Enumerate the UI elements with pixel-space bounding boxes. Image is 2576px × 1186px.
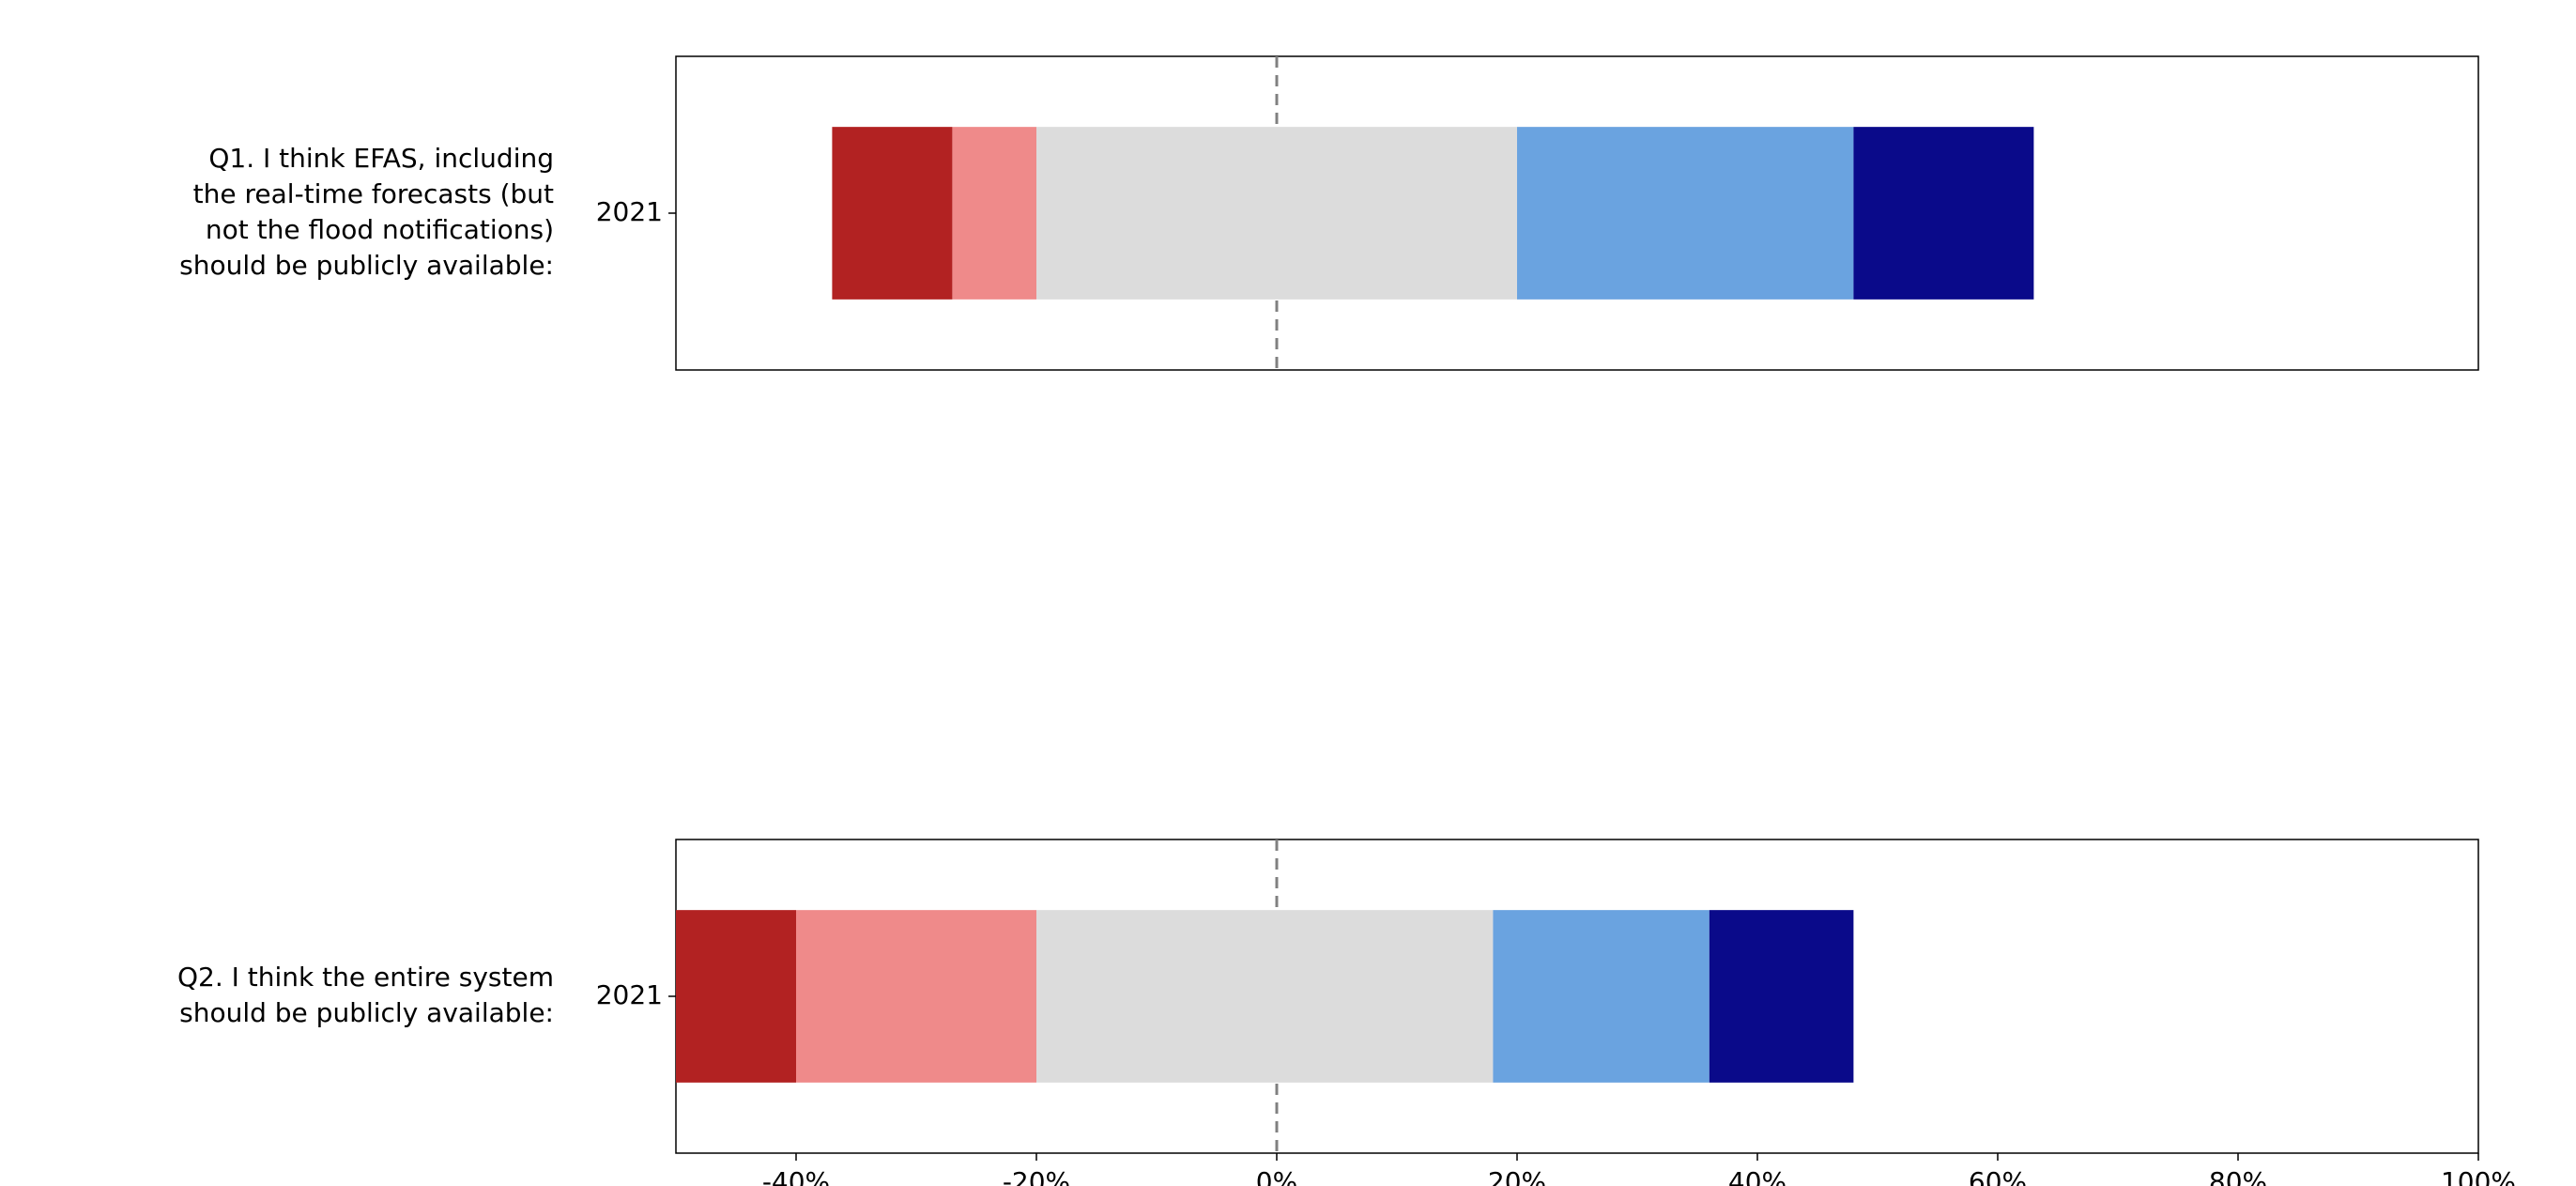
panel-2-bar-agree bbox=[1493, 910, 1709, 1083]
x-tick-label-3: 20% bbox=[1488, 1166, 1546, 1186]
panel-2-question-label: Q2. I think the entire systemshould be p… bbox=[177, 962, 554, 1028]
panel-1-bar-strongly-agree bbox=[1853, 127, 2033, 300]
panel-2-bar-neutral-right bbox=[1277, 910, 1493, 1083]
panel-1-bar-neutral-right bbox=[1277, 127, 1517, 300]
x-tick-label-2: 0% bbox=[1256, 1166, 1297, 1186]
panel-1-bar-strongly-disagree bbox=[832, 127, 952, 300]
x-tick-label-4: 40% bbox=[1728, 1166, 1786, 1186]
chart-svg: 2021 Q1. I think EFAS, includingthe real-… bbox=[0, 0, 2576, 1186]
x-tick-label-5: 60% bbox=[1969, 1166, 2027, 1186]
panel-2-bar-strongly-agree bbox=[1710, 910, 1854, 1083]
panel-1-bar-neutral-left bbox=[1036, 127, 1277, 300]
panel-1-question-label: Q1. I think EFAS, includingthe real-time… bbox=[179, 143, 554, 281]
x-tick-label-7: 100% bbox=[2441, 1166, 2516, 1186]
x-tick-label-0: -40% bbox=[762, 1166, 830, 1186]
panel-2-bar-disagree bbox=[796, 910, 1036, 1083]
chart-root: 2021 Q1. I think EFAS, includingthe real-… bbox=[0, 0, 2576, 1186]
panel-1-year-label: 2021 bbox=[596, 196, 663, 227]
panel-1-bar-agree bbox=[1517, 127, 1853, 300]
panel-2-year-label: 2021 bbox=[596, 979, 663, 1010]
panel-1-bar-disagree bbox=[952, 127, 1036, 300]
x-tick-label-6: 80% bbox=[2209, 1166, 2267, 1186]
panel-2-bar-neutral-left bbox=[1036, 910, 1277, 1083]
x-tick-label-1: -20% bbox=[1003, 1166, 1070, 1186]
panel-2-bar-strongly-disagree bbox=[676, 910, 796, 1083]
